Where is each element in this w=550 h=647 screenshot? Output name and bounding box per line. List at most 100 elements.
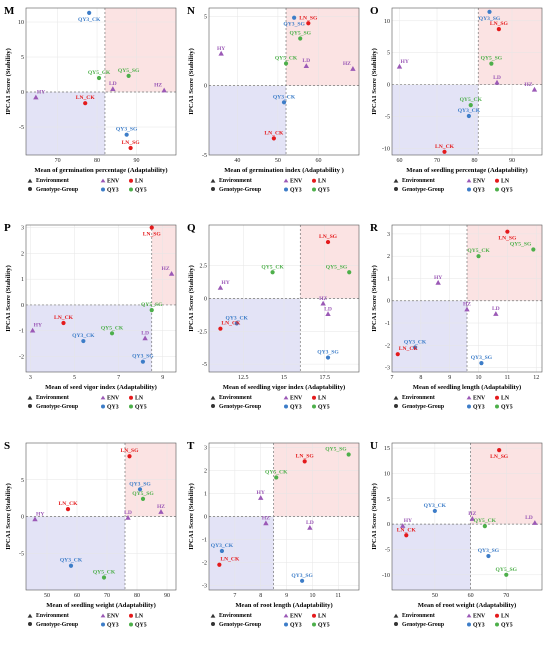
plot-frame	[208, 442, 360, 591]
legend-genotype-marker	[101, 187, 105, 192]
x-tick-label: 17.5	[320, 375, 331, 381]
panel-letter: O	[370, 5, 379, 17]
y-tick-label: 5	[21, 55, 24, 61]
point-label: LN_CK	[264, 130, 284, 136]
legend-item-label: LN	[501, 179, 510, 185]
environment-point	[469, 516, 476, 521]
point-label: LD	[525, 515, 533, 521]
point-label: QY5_CK	[265, 469, 288, 475]
legend-item-label: QY3	[290, 188, 302, 194]
point-label: LD	[124, 510, 132, 516]
environment-point	[435, 279, 441, 285]
y-tick-label: -2	[202, 560, 207, 566]
x-tick-label: 90	[164, 593, 170, 599]
legend-environment-label: Environment	[219, 613, 252, 619]
genotype-point	[217, 562, 222, 567]
low-adaptability-quadrant	[392, 84, 479, 155]
y-tick-label: 5	[387, 497, 390, 503]
legend: Environment Genotype-Group ENV LN QY3 QY5	[210, 613, 330, 629]
legend-item-label: ENV	[473, 614, 486, 620]
y-tick-label: 10	[18, 20, 24, 26]
environment-point	[303, 63, 309, 69]
x-tick-label: 7	[391, 375, 394, 381]
y-tick-label: 2	[21, 251, 24, 257]
point-label: LN_CK	[220, 557, 240, 563]
point-label: LN_SG	[490, 454, 509, 460]
point-label: QY5_SG	[289, 31, 311, 37]
genotype-point	[96, 75, 102, 81]
y-tick-label: -3	[202, 583, 207, 589]
legend-ln-marker	[129, 613, 133, 618]
legend: Environment Genotype-Group ENV LN QY3 QY5	[210, 178, 330, 194]
genotype-point	[219, 548, 225, 554]
low-adaptability-quadrant	[392, 300, 467, 372]
legend-environment-label: Environment	[36, 613, 69, 619]
x-tick-label: 12.5	[238, 375, 249, 381]
point-label: HZ	[262, 515, 270, 521]
point-label: HY	[37, 90, 45, 96]
point-label: LN_SG	[143, 232, 162, 238]
plot-frame	[25, 224, 177, 373]
legend-item-label: QY3	[473, 405, 485, 411]
environment-point	[258, 495, 264, 500]
point-label: LD	[141, 330, 149, 336]
y-axis-title: IPCA1 Score (Stability)	[5, 265, 12, 332]
x-axis-title: Mean of seedling weight (Adaptability)	[46, 602, 156, 609]
x-axis-title: Mean of seedling vigor index (Adaptabili…	[223, 384, 345, 391]
legend-circle-icon	[394, 187, 398, 191]
legend-triangle-icon	[210, 395, 216, 400]
y-tick-label: 5	[21, 478, 24, 484]
panel-letter: T	[187, 440, 195, 452]
legend-env-marker	[100, 178, 106, 183]
legend-environment-label: Environment	[219, 395, 252, 401]
legend-genotype-marker	[101, 404, 105, 409]
legend-circle-icon	[28, 622, 32, 626]
y-tick-label: 2.5	[200, 264, 208, 270]
genotype-point	[412, 345, 418, 350]
genotype-point	[149, 225, 154, 230]
x-tick-label: 15	[281, 375, 287, 381]
y-tick-label: -1	[19, 329, 24, 335]
y-tick-label: 3	[387, 232, 390, 238]
legend-genotype-label: Genotype-Group	[402, 404, 444, 410]
legend-item-label: LN	[501, 396, 510, 402]
x-tick-label: 10	[476, 375, 482, 381]
legend-genotype-label: Genotype-Group	[219, 187, 261, 193]
panel-o: O 60 70 80 90 -10 -5 0 5 10 Mean of seedling perce…	[370, 5, 543, 194]
genotype-point	[347, 270, 352, 275]
genotype-point	[476, 254, 481, 259]
point-label: QY3_CK	[424, 503, 447, 509]
y-axis-title: IPCA1 Score (Stability)	[5, 48, 12, 115]
x-axis-title: Mean of seedling length (Adaptability)	[413, 384, 521, 391]
point-label: QY3_SG	[479, 16, 501, 22]
x-tick-label: 60	[397, 158, 403, 164]
y-tick-label: 15	[384, 446, 390, 452]
environment-point	[531, 86, 538, 92]
environment-point	[125, 514, 131, 520]
environment-point	[350, 66, 356, 71]
point-label: QY5_CK	[88, 70, 111, 76]
genotype-point	[274, 475, 279, 480]
y-axis-title: IPCA1 Score (Stability)	[188, 48, 195, 115]
y-tick-label: -1	[385, 321, 390, 327]
y-tick-label: 2	[387, 254, 390, 260]
legend-genotype-marker	[129, 187, 133, 192]
legend-circle-icon	[211, 404, 215, 408]
genotype-point	[468, 103, 473, 108]
legend-env-marker	[466, 178, 472, 183]
genotype-point	[83, 101, 88, 106]
point-label: QY5_CK	[93, 570, 116, 576]
legend-item-label: QY5	[135, 405, 147, 411]
y-tick-label: 10	[384, 471, 390, 477]
legend-env-marker	[283, 178, 289, 183]
legend-genotype-label: Genotype-Group	[36, 404, 78, 410]
point-label: LD	[324, 306, 332, 312]
low-adaptability-quadrant	[26, 304, 152, 372]
point-label: QY5_CK	[474, 518, 497, 524]
point-label: QY3_CK	[458, 108, 481, 114]
y-tick-label: 0	[387, 83, 390, 89]
point-label: QY3_SG	[132, 354, 154, 360]
point-label: HY	[257, 490, 265, 496]
legend-triangle-icon	[393, 613, 399, 618]
environment-point	[158, 509, 164, 514]
